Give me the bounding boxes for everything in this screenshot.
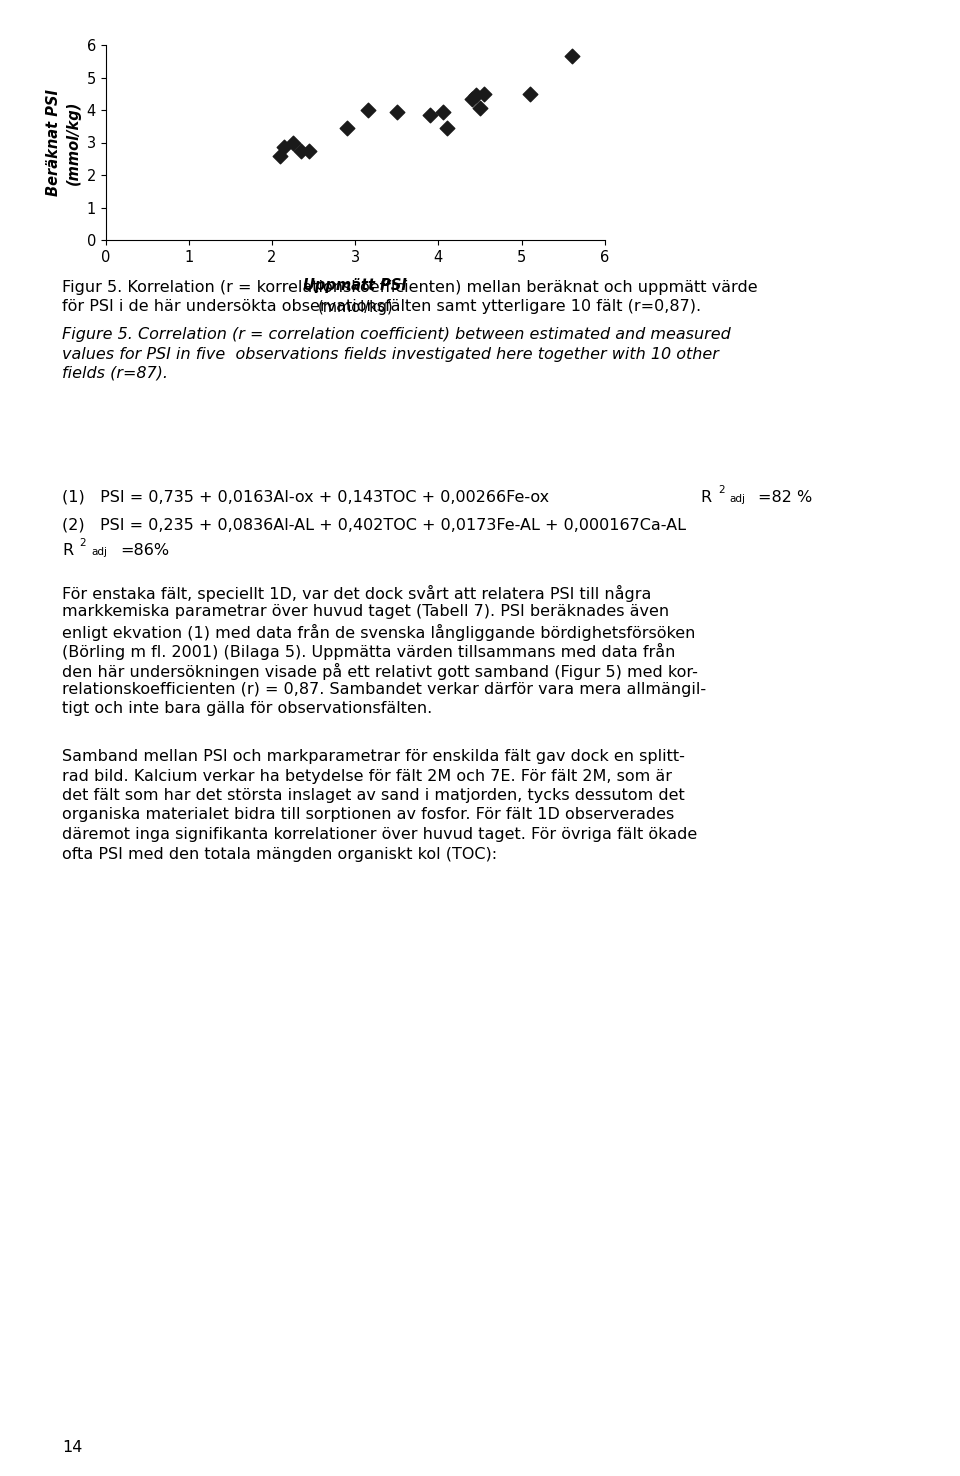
Text: det fält som har det största inslaget av sand i matjorden, tycks dessutom det: det fält som har det största inslaget av… (62, 788, 685, 803)
Text: (1)   PSI = 0,735 + 0,0163Al-ox + 0,143TOC + 0,00266Fe-ox: (1) PSI = 0,735 + 0,0163Al-ox + 0,143TOC… (62, 490, 549, 505)
Text: 2: 2 (718, 486, 725, 494)
Point (389, 100, 404, 124)
Text: Samband mellan PSI och markparametrar för enskilda fält gav dock en splitt-: Samband mellan PSI och markparametrar fö… (62, 748, 685, 765)
Text: För enstaka fält, speciellt 1D, var det dock svårt att relatera PSI till några: För enstaka fält, speciellt 1D, var det … (62, 584, 652, 602)
Text: markkemiska parametrar över huvud taget (Tabell 7). PSI beräknades även: markkemiska parametrar över huvud taget … (62, 604, 669, 618)
Text: däremot inga signifikanta korrelationer över huvud taget. För övriga fält ökade: däremot inga signifikanta korrelationer … (62, 827, 698, 841)
Point (339, 117, 354, 140)
Point (476, 83, 492, 106)
Text: fields (r=87).: fields (r=87). (62, 366, 168, 381)
Point (435, 100, 450, 124)
Text: =82 %: =82 % (758, 490, 813, 505)
Text: (Börling m fl. 2001) (Bilaga 5). Uppmätta värden tillsammans med data från: (Börling m fl. 2001) (Bilaga 5). Uppmätt… (62, 644, 676, 660)
Text: Figur 5. Korrelation (r = korrelationskoefficienten) mellan beräknat och uppmätt: Figur 5. Korrelation (r = korrelationsko… (62, 280, 758, 295)
Text: rad bild. Kalcium verkar ha betydelse för fält 2M och 7E. För fält 2M, som är: rad bild. Kalcium verkar ha betydelse fö… (62, 769, 672, 784)
Point (294, 139, 309, 162)
Text: Uppmätt PSI: Uppmätt PSI (303, 277, 407, 294)
Text: Figure 5. Correlation (r = correlation coefficient) between estimated and measur: Figure 5. Correlation (r = correlation c… (62, 328, 732, 342)
Text: för PSI i de här undersökta observationsfälten samt ytterligare 10 fält (r=0,87): för PSI i de här undersökta observations… (62, 300, 702, 314)
Point (273, 143, 288, 167)
Point (301, 139, 317, 162)
Text: R: R (62, 543, 74, 558)
Point (464, 87, 479, 111)
Point (422, 103, 438, 127)
Text: organiska materialet bidra till sorptionen av fosfor. För fält 1D observerades: organiska materialet bidra till sorption… (62, 807, 675, 822)
Text: values for PSI in five  observations fields investigated here together with 10 o: values for PSI in five observations fiel… (62, 347, 719, 362)
Text: den här undersökningen visade på ett relativt gott samband (Figur 5) med kor-: den här undersökningen visade på ett rel… (62, 663, 698, 679)
Y-axis label: Beräknat PSI
(mmol/kg): Beräknat PSI (mmol/kg) (46, 89, 81, 196)
Point (472, 96, 488, 120)
Point (285, 131, 300, 155)
Text: 2: 2 (80, 537, 86, 548)
Text: enligt ekvation (1) med data från de svenska långliggande bördighetsförsöken: enligt ekvation (1) med data från de sve… (62, 623, 696, 641)
Text: (2)   PSI = 0,235 + 0,0836Al-AL + 0,402TOC + 0,0173Fe-AL + 0,000167Ca-AL: (2) PSI = 0,235 + 0,0836Al-AL + 0,402TOC… (62, 518, 686, 533)
Text: tigt och inte bara gälla för observationsfälten.: tigt och inte bara gälla för observation… (62, 701, 433, 716)
Point (276, 136, 292, 159)
Text: relationskoefficienten (r) = 0,87. Sambandet verkar därför vara mera allmängil-: relationskoefficienten (r) = 0,87. Samba… (62, 682, 707, 697)
Text: (mmol/kg): (mmol/kg) (318, 300, 393, 314)
Point (564, 44, 579, 68)
Point (439, 117, 454, 140)
Text: 14: 14 (62, 1441, 83, 1455)
Text: adj: adj (730, 494, 746, 503)
Text: adj: adj (91, 548, 108, 556)
Text: ofta PSI med den totala mängden organiskt kol (TOC):: ofta PSI med den totala mängden organisk… (62, 847, 497, 862)
Point (468, 84, 484, 108)
Text: =86%: =86% (120, 543, 169, 558)
Point (360, 99, 375, 123)
Text: R: R (701, 490, 712, 505)
Point (522, 83, 538, 106)
